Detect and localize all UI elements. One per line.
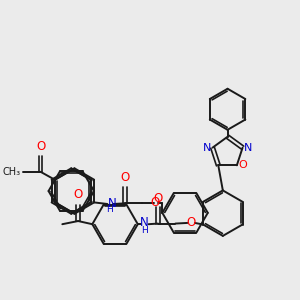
- Text: O: O: [151, 196, 160, 209]
- Text: N: N: [244, 142, 253, 153]
- Text: O: O: [239, 160, 248, 170]
- Text: N: N: [108, 196, 117, 209]
- Text: O: O: [187, 216, 196, 230]
- Text: H: H: [141, 226, 148, 235]
- Text: H: H: [106, 205, 113, 214]
- Text: O: O: [36, 140, 45, 154]
- Text: O: O: [153, 192, 163, 205]
- Text: N: N: [140, 216, 149, 230]
- Text: O: O: [74, 188, 83, 202]
- Text: N: N: [203, 142, 211, 153]
- Text: CH₃: CH₃: [2, 167, 21, 177]
- Text: O: O: [120, 171, 129, 184]
